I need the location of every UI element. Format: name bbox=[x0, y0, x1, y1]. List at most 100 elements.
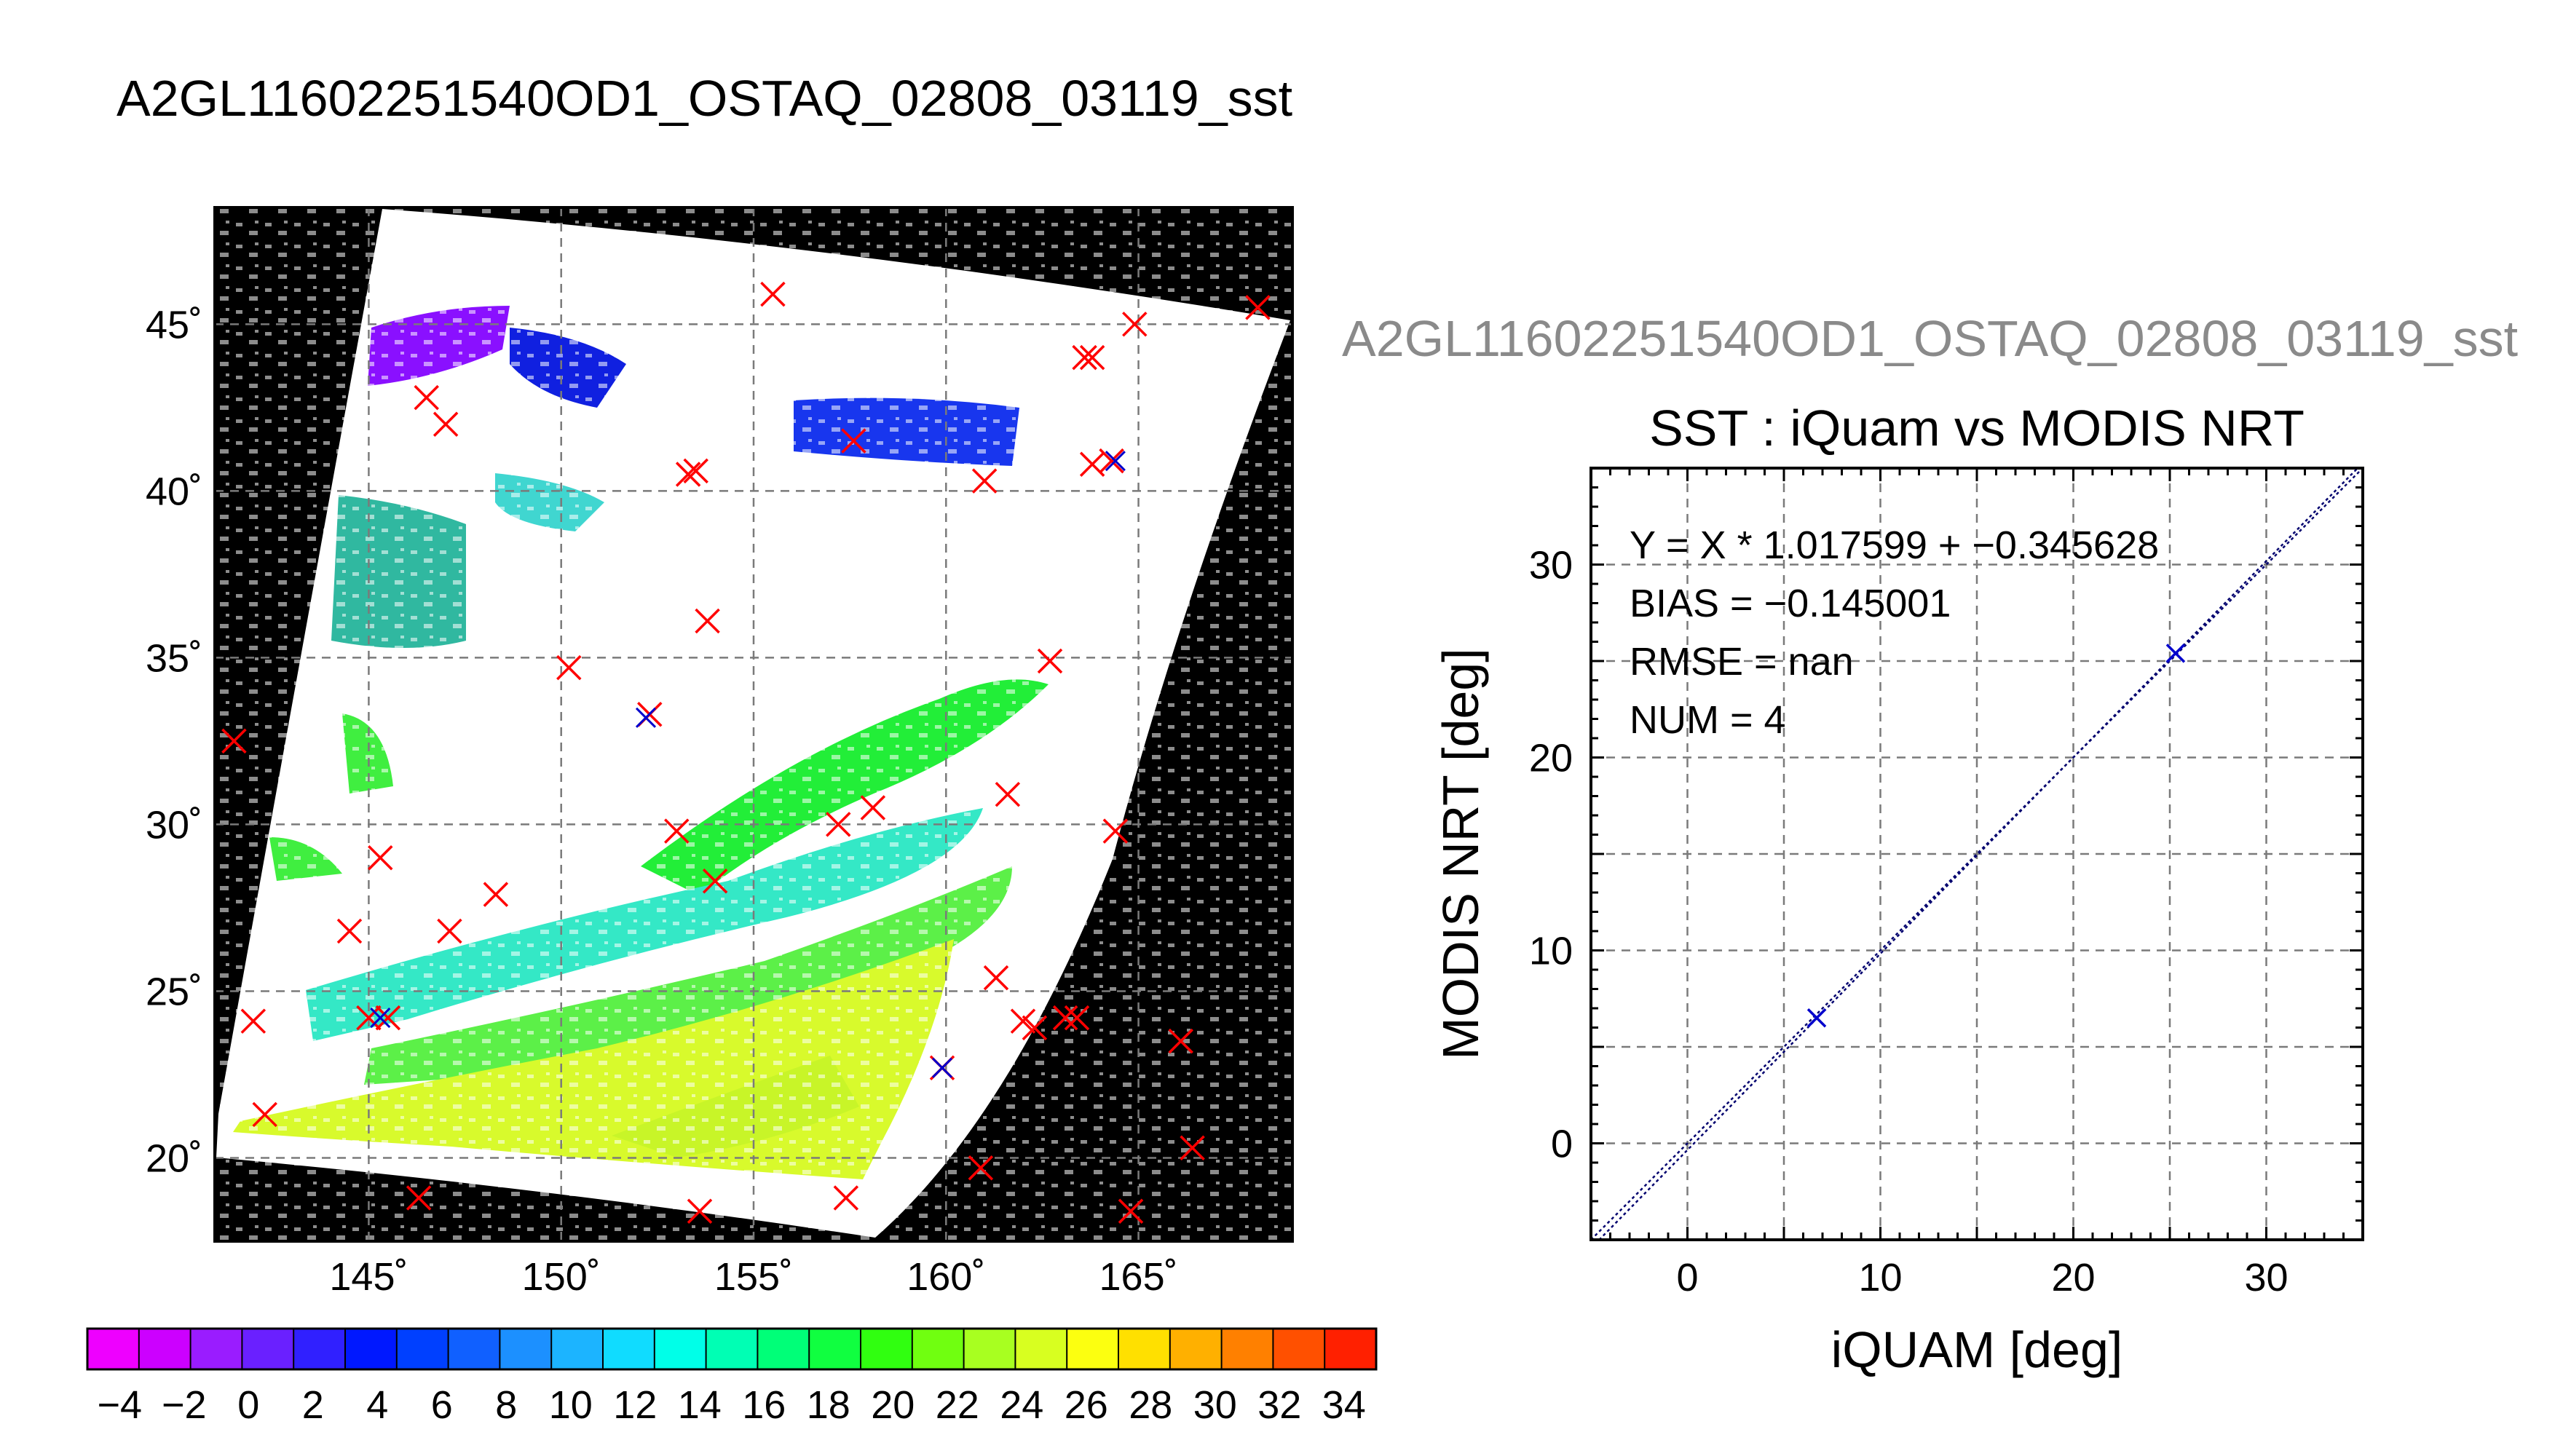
map-marker-red bbox=[760, 281, 786, 307]
map-marker-red-stroke-b bbox=[556, 654, 582, 681]
map-marker-red-stroke-b bbox=[841, 428, 866, 454]
colorbar-cell bbox=[912, 1329, 965, 1369]
map-marker-red bbox=[437, 918, 462, 944]
colorbar-tick-label: 34 bbox=[1322, 1383, 1366, 1427]
map-marker-red-stroke-b bbox=[1118, 1198, 1144, 1224]
colorbar-tick-label: 26 bbox=[1065, 1383, 1108, 1427]
map-marker-red bbox=[983, 965, 1009, 991]
map-marker-red-stroke-b bbox=[437, 918, 462, 944]
scatter-stats: Y = X * 1.017599 + −0.345628 BIAS = −0.1… bbox=[1630, 523, 2159, 742]
map-marker-red-stroke-b bbox=[1052, 1005, 1078, 1031]
map-marker-red-stroke-b bbox=[1122, 312, 1148, 337]
map-marker-red-stroke-b bbox=[368, 844, 393, 871]
map-marker-red bbox=[1122, 312, 1148, 337]
colorbar-cell bbox=[963, 1329, 1016, 1369]
map-marker-red-stroke-b bbox=[240, 1008, 266, 1034]
colorbar-cells bbox=[87, 1329, 1377, 1369]
colorbar-cell bbox=[138, 1329, 191, 1369]
map-marker-red-stroke-b bbox=[687, 1198, 713, 1224]
overlapping-scatter-title: A2GL11602251540OD1_OSTAQ_02808_03119_sst bbox=[1342, 310, 2519, 367]
map-marker-red-stroke-b bbox=[760, 281, 786, 307]
scatter-xlabel: iQUAM [deg] bbox=[1831, 1321, 2123, 1378]
colorbar-tick-label: 32 bbox=[1257, 1383, 1301, 1427]
colorbar-cell bbox=[654, 1329, 707, 1369]
map-marker-red-stroke-b bbox=[695, 608, 720, 634]
colorbar-tick-label: 18 bbox=[807, 1383, 850, 1427]
scatter-lines bbox=[1591, 468, 2363, 1240]
scatter-panel: SST : iQuam vs MODIS NRT 0 10 20 30 0 10 20 30… bbox=[1432, 400, 2364, 1378]
map-marker-red bbox=[664, 818, 690, 844]
main-title: A2GL11602251540OD1_OSTAQ_02808_03119_sst bbox=[117, 70, 1293, 127]
map-marker-red bbox=[702, 869, 728, 894]
map-marker-blue-stroke-b bbox=[635, 707, 657, 728]
stats-bias: BIAS = −0.145001 bbox=[1630, 582, 1951, 625]
colorbar-tick-label: 0 bbox=[237, 1383, 259, 1427]
colorbar-cell bbox=[242, 1329, 294, 1369]
colorbar-tick-label: 2 bbox=[302, 1383, 324, 1427]
colorbar-tick-label: 10 bbox=[549, 1383, 593, 1427]
colorbar-cell bbox=[706, 1329, 758, 1369]
map-marker-red bbox=[240, 1008, 266, 1034]
map-marker-red-stroke-b bbox=[860, 795, 886, 820]
colorbar-tick-label: 24 bbox=[1000, 1383, 1043, 1427]
map-marker-red bbox=[675, 462, 701, 487]
colorbar-cell bbox=[499, 1329, 552, 1369]
scatter-x-tick-label: 10 bbox=[1858, 1256, 1902, 1299]
map-marker-red-stroke-b bbox=[356, 1005, 382, 1031]
map-marker-red bbox=[860, 795, 886, 820]
map-x-tick-label: 145˚ bbox=[329, 1255, 408, 1299]
map-marker-red-stroke-b bbox=[1079, 344, 1105, 371]
map-marker-red bbox=[356, 1005, 382, 1031]
map-marker-blue bbox=[1105, 451, 1126, 472]
scatter-y-tick-label: 20 bbox=[1529, 737, 1573, 780]
map-frame bbox=[213, 206, 1294, 1243]
map-marker-red-stroke-b bbox=[1099, 448, 1124, 474]
map-x-tick-label: 160˚ bbox=[907, 1255, 985, 1299]
colorbar-cell bbox=[757, 1329, 810, 1369]
map-marker-red bbox=[968, 1155, 994, 1181]
map-y-tick-label: 40˚ bbox=[146, 470, 202, 513]
colorbar-cell bbox=[1067, 1329, 1119, 1369]
map-y-tick-label: 20˚ bbox=[146, 1136, 202, 1180]
colorbar-cell bbox=[293, 1329, 346, 1369]
map-marker-red-stroke-b bbox=[483, 882, 509, 907]
map-marker-red-stroke-b bbox=[1245, 295, 1271, 320]
colorbar-tick-label: 6 bbox=[431, 1383, 453, 1427]
scatter-point bbox=[1806, 1008, 1827, 1028]
scatter-title: SST : iQuam vs MODIS NRT bbox=[1649, 400, 2305, 456]
map-marker-red bbox=[483, 882, 509, 907]
map-marker-red bbox=[221, 728, 247, 754]
map-marker-blue bbox=[370, 1008, 391, 1029]
colorbar-tick-label: 8 bbox=[495, 1383, 517, 1427]
map-y-tick-label: 45˚ bbox=[146, 303, 202, 347]
map-marker-blue-stroke-b bbox=[1105, 451, 1126, 472]
map-marker-red-stroke-b bbox=[971, 468, 998, 494]
map-y-tick-label: 35˚ bbox=[146, 636, 202, 680]
map-marker-red-stroke-b bbox=[252, 1101, 277, 1128]
map-marker-red-stroke-b bbox=[983, 965, 1009, 991]
colorbar-cell bbox=[448, 1329, 500, 1369]
scatter-ylabel: MODIS NRT [deg] bbox=[1432, 648, 1489, 1059]
map-marker-red bbox=[1118, 1198, 1144, 1224]
map-marker-red-stroke-b bbox=[1037, 648, 1063, 674]
map-marker-red bbox=[1102, 818, 1129, 844]
map-marker-red-stroke-b bbox=[1079, 451, 1105, 477]
scatter-x-tick-label: 30 bbox=[2244, 1256, 2288, 1299]
map-marker-red bbox=[1099, 448, 1124, 474]
scatter-points bbox=[1806, 644, 2186, 1028]
map-marker-blue bbox=[635, 707, 657, 728]
map-marker-red-stroke-b bbox=[433, 411, 459, 437]
map-y-tick-label: 25˚ bbox=[146, 970, 202, 1013]
scatter-x-tick-label: 0 bbox=[1676, 1256, 1698, 1299]
map-marker-red bbox=[1022, 1015, 1048, 1041]
colorbar-tick-label: 4 bbox=[366, 1383, 388, 1427]
colorbar-cell bbox=[603, 1329, 655, 1369]
scatter-tick-marks bbox=[1590, 467, 2364, 1241]
map-marker-red-stroke-b bbox=[1102, 818, 1129, 844]
map-marker-red-stroke-b bbox=[826, 812, 851, 837]
map-marker-red-stroke-b bbox=[1180, 1135, 1205, 1160]
map-marker-red-stroke-b bbox=[1022, 1015, 1048, 1041]
map-x-tick-label: 165˚ bbox=[1099, 1255, 1178, 1299]
scatter-y-tick-label: 30 bbox=[1529, 544, 1573, 587]
